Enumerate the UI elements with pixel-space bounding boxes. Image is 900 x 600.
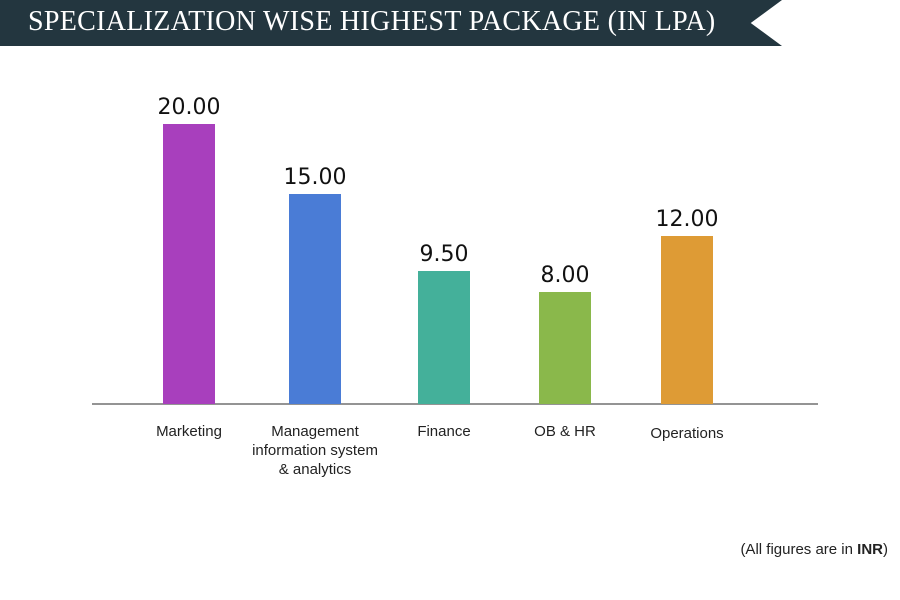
category-label-3: OB & HR xyxy=(534,423,596,440)
value-label-4: 12.00 xyxy=(656,207,719,232)
category-label-line: information system xyxy=(252,442,378,459)
bar-4 xyxy=(661,236,713,404)
value-label-1: 15.00 xyxy=(284,165,347,190)
category-label-2: Finance xyxy=(417,423,470,440)
category-label-line: & analytics xyxy=(279,461,352,478)
value-label-3: 8.00 xyxy=(541,263,590,288)
category-label-line: OB & HR xyxy=(534,423,596,440)
category-label-line: Marketing xyxy=(156,423,222,440)
category-label-1: Management information system & analytics xyxy=(252,423,378,478)
bar-0 xyxy=(163,124,215,404)
bar-1 xyxy=(289,194,341,404)
footnote-suffix: ) xyxy=(883,541,888,558)
category-label-0: Marketing xyxy=(156,423,222,440)
bar-2 xyxy=(418,271,470,404)
category-label-4: Operations xyxy=(650,425,723,442)
bar-3 xyxy=(539,292,591,404)
footnote-prefix: (All figures are in xyxy=(740,541,858,558)
category-label-line: Operations xyxy=(650,425,723,442)
footnote: (All figures are in INR) xyxy=(740,541,888,558)
value-label-2: 9.50 xyxy=(420,242,469,267)
category-label-line: Management xyxy=(271,423,359,440)
category-label-line: Finance xyxy=(417,423,470,440)
footnote-currency: INR xyxy=(857,541,883,558)
value-label-0: 20.00 xyxy=(158,95,221,120)
title-banner xyxy=(0,0,782,46)
chart-title: SPECIALIZATION WISE HIGHEST PACKAGE (IN … xyxy=(28,6,716,37)
